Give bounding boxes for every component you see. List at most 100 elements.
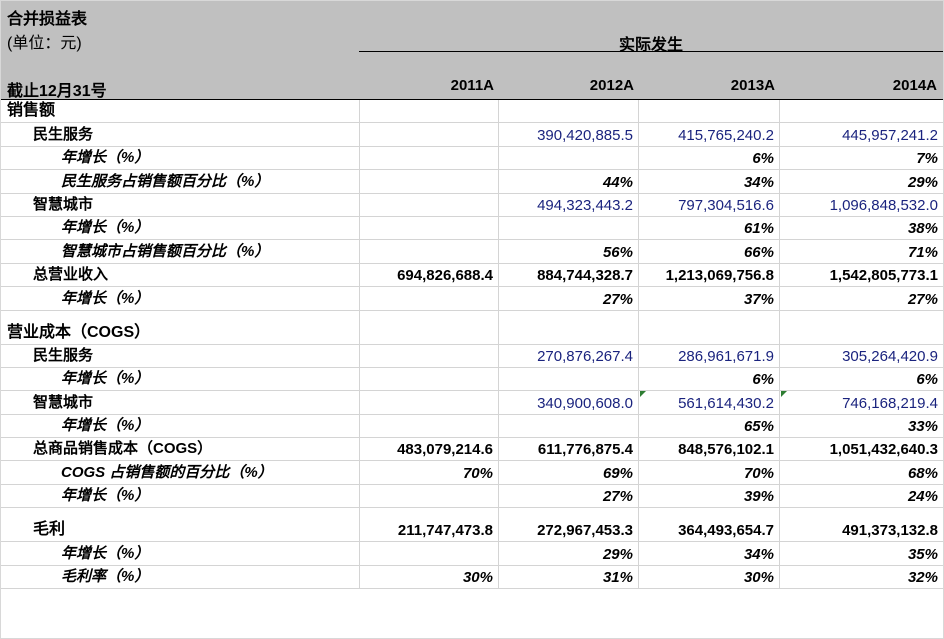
value-cell[interactable]	[360, 542, 499, 565]
row-label-cell[interactable]: 年增长（%）	[1, 287, 360, 310]
value-cell[interactable]	[499, 367, 639, 391]
row-label-cell[interactable]: 年增长（%）	[1, 542, 360, 565]
value-cell[interactable]	[360, 100, 499, 123]
value-cell[interactable]	[499, 310, 639, 344]
value-cell[interactable]: 56%	[499, 240, 639, 263]
value-cell[interactable]: 211,747,473.8	[360, 508, 499, 542]
value-cell[interactable]: 445,957,241.2	[780, 123, 943, 145]
value-cell[interactable]: 44%	[499, 170, 639, 193]
value-cell[interactable]: 27%	[499, 484, 639, 508]
value-cell[interactable]: 6%	[639, 367, 780, 391]
value-cell[interactable]: 7%	[780, 147, 943, 169]
row-label-cell[interactable]: 毛利	[1, 508, 360, 542]
value-cell[interactable]	[360, 170, 499, 193]
value-cell[interactable]: 34%	[639, 542, 780, 565]
value-cell[interactable]: 70%	[360, 461, 499, 484]
value-cell[interactable]	[499, 414, 639, 438]
value-cell[interactable]: 746,168,219.4	[780, 391, 943, 413]
value-cell[interactable]: 68%	[780, 461, 943, 483]
value-cell[interactable]: 66%	[639, 240, 780, 263]
value-cell[interactable]	[360, 414, 499, 438]
value-cell[interactable]	[639, 100, 780, 123]
value-cell[interactable]: 1,051,432,640.3	[780, 438, 943, 460]
value-cell[interactable]: 848,576,102.1	[639, 438, 780, 461]
value-cell[interactable]	[360, 240, 499, 263]
row-label-cell[interactable]: 销售额	[1, 100, 360, 123]
value-cell[interactable]: 270,876,267.4	[499, 344, 639, 367]
row-label-cell[interactable]: 年增长（%）	[1, 367, 360, 391]
value-cell[interactable]: 24%	[780, 485, 943, 507]
value-cell[interactable]	[360, 216, 499, 240]
value-cell[interactable]: 33%	[780, 415, 943, 437]
row-label-cell[interactable]: 智慧城市占销售额百分比（%）	[1, 240, 360, 263]
value-cell[interactable]: 1,096,848,532.0	[780, 194, 943, 216]
value-cell[interactable]	[360, 146, 499, 170]
row-label-cell[interactable]: 年增长（%）	[1, 484, 360, 508]
value-cell[interactable]: 286,961,671.9	[639, 344, 780, 367]
row-label-cell[interactable]: 智慧城市	[1, 391, 360, 414]
row-label-cell[interactable]: 毛利率（%）	[1, 565, 360, 589]
row-label-cell[interactable]: 智慧城市	[1, 193, 360, 216]
value-cell[interactable]: 694,826,688.4	[360, 263, 499, 287]
value-cell[interactable]: 37%	[639, 287, 780, 310]
value-cell[interactable]: 561,614,430.2	[639, 391, 780, 414]
value-cell[interactable]: 31%	[499, 565, 639, 589]
comment-indicator-icon[interactable]	[781, 391, 787, 398]
value-cell[interactable]: 32%	[780, 566, 943, 588]
value-cell[interactable]: 34%	[639, 170, 780, 193]
value-cell[interactable]	[780, 311, 943, 344]
row-label-cell[interactable]: 民生服务	[1, 123, 360, 146]
value-cell[interactable]: 272,967,453.3	[499, 508, 639, 542]
row-label-cell[interactable]: COGS 占销售额的百分比（%）	[1, 461, 360, 484]
value-cell[interactable]: 38%	[780, 217, 943, 239]
value-cell[interactable]	[360, 367, 499, 391]
row-label-cell[interactable]: 营业成本（COGS）	[1, 310, 360, 344]
value-cell[interactable]: 69%	[499, 461, 639, 484]
value-cell[interactable]: 30%	[639, 565, 780, 589]
value-cell[interactable]: 611,776,875.4	[499, 438, 639, 461]
value-cell[interactable]	[360, 193, 499, 216]
value-cell[interactable]: 340,900,608.0	[499, 391, 639, 414]
value-cell[interactable]: 61%	[639, 216, 780, 240]
value-cell[interactable]: 415,765,240.2	[639, 123, 780, 146]
row-label-cell[interactable]: 总商品销售成本（COGS）	[1, 438, 360, 461]
value-cell[interactable]	[360, 484, 499, 508]
value-cell[interactable]: 305,264,420.9	[780, 345, 943, 367]
value-cell[interactable]	[499, 216, 639, 240]
value-cell[interactable]: 483,079,214.6	[360, 438, 499, 461]
row-label-cell[interactable]: 年增长（%）	[1, 216, 360, 240]
row-label-cell[interactable]: 民生服务占销售额百分比（%）	[1, 170, 360, 193]
value-cell[interactable]: 27%	[499, 287, 639, 310]
row-label-cell[interactable]: 总营业收入	[1, 263, 360, 287]
value-cell[interactable]	[780, 100, 943, 122]
value-cell[interactable]: 1,542,805,773.1	[780, 264, 943, 286]
value-cell[interactable]: 6%	[780, 368, 943, 390]
comment-indicator-icon[interactable]	[640, 391, 646, 398]
value-cell[interactable]: 29%	[499, 542, 639, 565]
row-label-cell[interactable]: 年增长（%）	[1, 414, 360, 438]
value-cell[interactable]	[639, 310, 780, 344]
value-cell[interactable]	[499, 146, 639, 170]
value-cell[interactable]	[499, 100, 639, 123]
value-cell[interactable]: 71%	[780, 240, 943, 262]
value-cell[interactable]: 29%	[780, 170, 943, 192]
value-cell[interactable]: 30%	[360, 565, 499, 589]
value-cell[interactable]: 27%	[780, 287, 943, 309]
value-cell[interactable]: 39%	[639, 484, 780, 508]
value-cell[interactable]: 364,493,654.7	[639, 508, 780, 542]
value-cell[interactable]	[360, 344, 499, 367]
value-cell[interactable]: 65%	[639, 414, 780, 438]
value-cell[interactable]	[360, 123, 499, 146]
value-cell[interactable]: 70%	[639, 461, 780, 484]
value-cell[interactable]: 6%	[639, 146, 780, 170]
value-cell[interactable]: 491,373,132.8	[780, 508, 943, 541]
row-label-cell[interactable]: 年增长（%）	[1, 146, 360, 170]
value-cell[interactable]: 797,304,516.6	[639, 193, 780, 216]
value-cell[interactable]: 35%	[780, 542, 943, 564]
value-cell[interactable]: 884,744,328.7	[499, 263, 639, 287]
value-cell[interactable]: 1,213,069,756.8	[639, 263, 780, 287]
value-cell[interactable]	[360, 287, 499, 310]
value-cell[interactable]	[360, 391, 499, 414]
value-cell[interactable]: 390,420,885.5	[499, 123, 639, 146]
value-cell[interactable]	[360, 310, 499, 344]
